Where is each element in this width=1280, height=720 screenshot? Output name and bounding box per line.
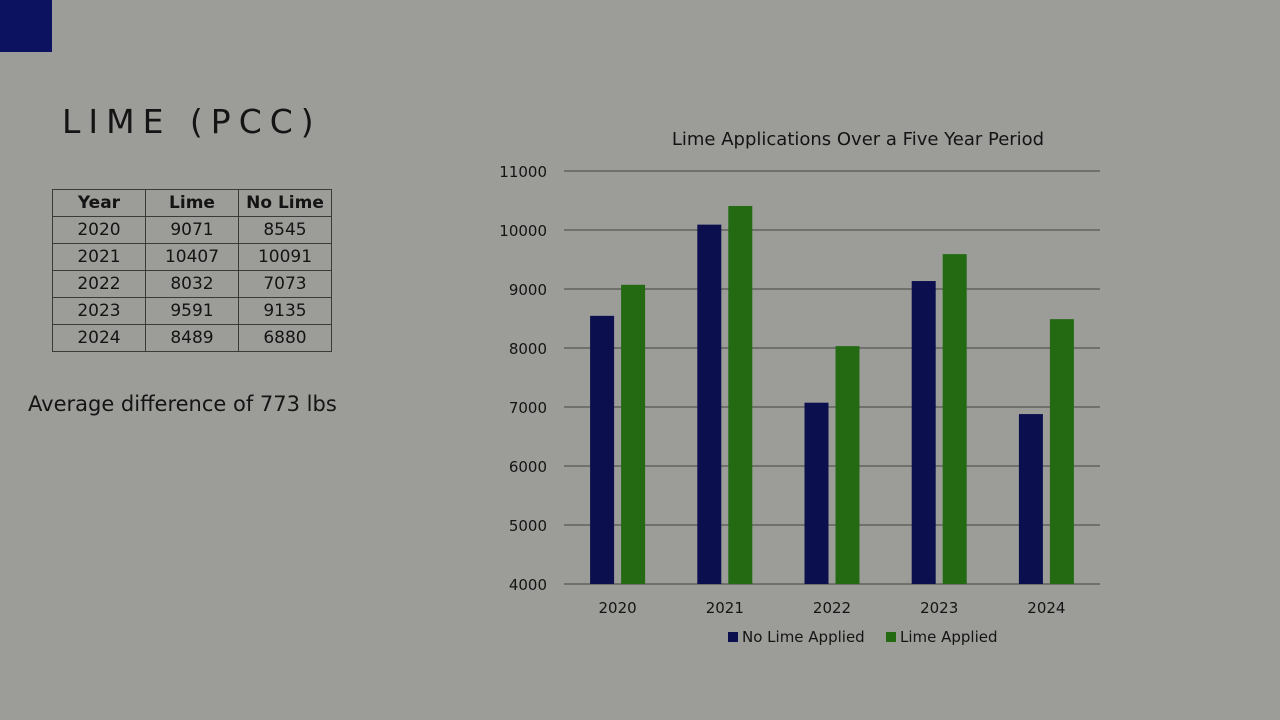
- cell-year: 2021: [52, 243, 146, 271]
- x-axis-ticks: 2020 2021 2022 2023 2024: [599, 599, 1066, 617]
- x-tick-label: 2020: [599, 599, 637, 617]
- bar-no-lime: [911, 281, 936, 584]
- y-tick-label: 11000: [499, 163, 547, 181]
- chart-title: Lime Applications Over a Five Year Perio…: [672, 129, 1044, 150]
- table-row: 2024 8489 6880: [52, 324, 332, 352]
- table-row: 2020 9071 8545: [52, 216, 332, 244]
- grid-lines: [564, 170, 1100, 585]
- cell-lime: 8032: [145, 270, 239, 298]
- cell-no-lime: 10091: [238, 243, 332, 271]
- x-tick-label: 2024: [1027, 599, 1065, 617]
- x-tick-label: 2022: [813, 599, 851, 617]
- y-tick-label: 8000: [509, 340, 547, 358]
- cell-year: 2022: [52, 270, 146, 298]
- legend-label: Lime Applied: [900, 628, 998, 646]
- data-table: Year Lime No Lime 2020 9071 8545 2021 10…: [52, 189, 332, 352]
- bar-no-lime: [804, 402, 829, 584]
- header-lime: Lime: [145, 189, 239, 217]
- legend: No Lime Applied Lime Applied: [728, 628, 998, 646]
- y-tick-label: 7000: [509, 399, 547, 417]
- cell-year: 2024: [52, 324, 146, 352]
- bar-lime: [942, 254, 967, 585]
- corner-accent-block: [0, 0, 52, 52]
- y-tick-label: 5000: [509, 517, 547, 535]
- bar-lime: [1049, 319, 1074, 584]
- x-tick-label: 2023: [920, 599, 958, 617]
- average-difference-note: Average difference of 773 lbs: [28, 392, 337, 416]
- cell-no-lime: 8545: [238, 216, 332, 244]
- cell-year: 2023: [52, 297, 146, 325]
- table-row: 2021 10407 10091: [52, 243, 332, 271]
- legend-swatch: [728, 632, 738, 642]
- table-row: 2022 8032 7073: [52, 270, 332, 298]
- slide-title: LIME (PCC): [62, 102, 322, 141]
- header-no-lime: No Lime: [238, 189, 332, 217]
- cell-lime: 9071: [145, 216, 239, 244]
- bar-no-lime: [697, 224, 722, 585]
- y-tick-label: 9000: [509, 281, 547, 299]
- table-header-row: Year Lime No Lime: [52, 189, 332, 217]
- bar-no-lime: [1018, 414, 1043, 584]
- legend-swatch: [886, 632, 896, 642]
- bars: [590, 205, 1074, 585]
- y-tick-label: 6000: [509, 458, 547, 476]
- cell-no-lime: 7073: [238, 270, 332, 298]
- cell-lime: 9591: [145, 297, 239, 325]
- legend-label: No Lime Applied: [742, 628, 865, 646]
- x-tick-label: 2021: [706, 599, 744, 617]
- cell-lime: 10407: [145, 243, 239, 271]
- y-tick-label: 10000: [499, 222, 547, 240]
- cell-no-lime: 6880: [238, 324, 332, 352]
- table-row: 2023 9591 9135: [52, 297, 332, 325]
- header-year: Year: [52, 189, 146, 217]
- bar-chart: Lime Applications Over a Five Year Perio…: [499, 129, 1100, 646]
- bar-no-lime: [590, 315, 615, 584]
- cell-lime: 8489: [145, 324, 239, 352]
- y-tick-label: 4000: [509, 576, 547, 594]
- bar-lime: [621, 284, 646, 584]
- bar-lime: [728, 205, 753, 584]
- cell-no-lime: 9135: [238, 297, 332, 325]
- y-axis-ticks: 4000 5000 6000 7000 8000 9000 10000 11000: [499, 163, 547, 594]
- cell-year: 2020: [52, 216, 146, 244]
- bar-lime: [835, 346, 860, 584]
